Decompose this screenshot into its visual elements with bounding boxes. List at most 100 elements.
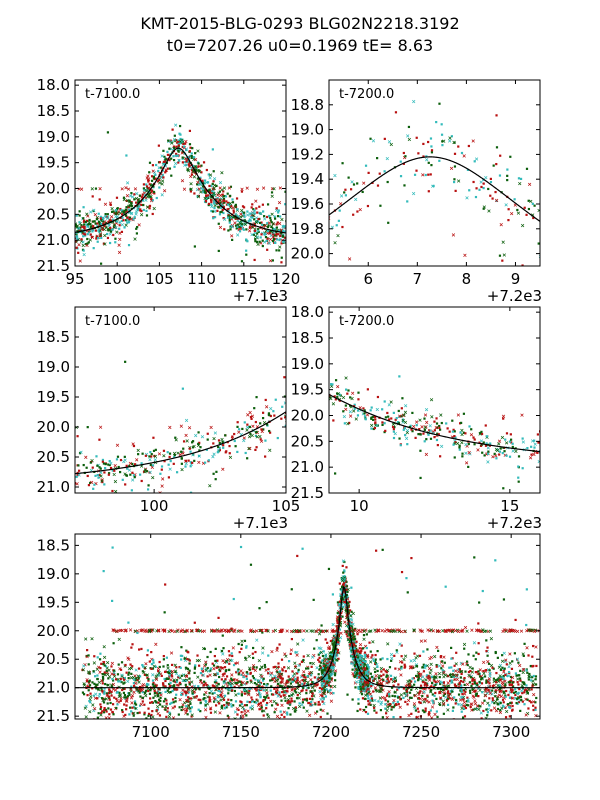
data-point bbox=[345, 632, 348, 636]
data-point bbox=[298, 680, 302, 684]
data-point bbox=[288, 228, 290, 230]
data-point bbox=[463, 707, 466, 711]
data-point bbox=[296, 642, 300, 646]
data-point bbox=[98, 231, 101, 234]
data-point bbox=[167, 687, 170, 690]
data-point bbox=[265, 703, 268, 707]
data-point bbox=[371, 654, 374, 657]
data-point bbox=[276, 694, 280, 698]
data-point bbox=[373, 698, 377, 703]
data-point bbox=[204, 663, 207, 666]
data-point bbox=[202, 161, 206, 164]
data-point bbox=[103, 687, 106, 690]
data-point bbox=[464, 451, 468, 455]
data-point bbox=[108, 696, 111, 700]
data-point bbox=[524, 713, 528, 717]
data-point bbox=[429, 398, 434, 402]
data-point bbox=[150, 189, 153, 192]
data-point bbox=[126, 697, 129, 700]
data-point bbox=[84, 234, 87, 237]
data-point bbox=[197, 454, 201, 458]
data-point bbox=[494, 689, 497, 692]
data-point bbox=[162, 700, 166, 703]
data-point bbox=[264, 688, 269, 692]
data-point bbox=[174, 687, 177, 690]
data-point bbox=[381, 695, 385, 700]
data-point bbox=[119, 699, 122, 702]
data-point bbox=[228, 654, 231, 657]
data-point bbox=[294, 665, 297, 668]
data-point bbox=[487, 187, 490, 191]
data-point bbox=[465, 723, 467, 725]
data-point bbox=[170, 174, 173, 177]
data-point bbox=[483, 699, 486, 702]
data-point bbox=[541, 237, 544, 240]
data-point bbox=[514, 697, 517, 700]
data-point bbox=[338, 603, 341, 606]
data-point bbox=[259, 701, 262, 704]
data-point bbox=[98, 233, 103, 237]
data-point bbox=[452, 428, 455, 431]
data-point bbox=[141, 700, 144, 703]
data-point bbox=[139, 209, 142, 212]
data-point bbox=[477, 652, 480, 656]
panel-5: 7100 7150 7200 7250 730018.519.019.520.020.5… bbox=[37, 533, 541, 741]
data-point bbox=[187, 700, 190, 703]
data-point bbox=[191, 446, 195, 449]
data-point bbox=[278, 186, 282, 190]
data-point bbox=[237, 642, 240, 646]
data-point bbox=[308, 701, 311, 705]
data-point bbox=[275, 691, 278, 695]
data-point bbox=[362, 664, 365, 667]
data-point bbox=[84, 220, 87, 224]
data-point bbox=[349, 396, 352, 399]
data-point bbox=[180, 462, 183, 465]
data-point bbox=[109, 215, 114, 219]
data-point bbox=[281, 235, 285, 238]
data-point bbox=[404, 693, 408, 697]
data-point bbox=[171, 128, 174, 131]
data-point bbox=[96, 697, 99, 700]
data-point bbox=[125, 194, 130, 198]
data-point bbox=[345, 566, 348, 569]
data-point bbox=[380, 674, 383, 678]
data-point bbox=[265, 684, 268, 687]
data-point bbox=[241, 223, 244, 226]
y-tick-label: 18.5 bbox=[37, 328, 70, 346]
data-point bbox=[510, 441, 513, 444]
data-point bbox=[400, 655, 403, 658]
data-point bbox=[509, 438, 513, 441]
data-point bbox=[341, 395, 346, 400]
data-point bbox=[218, 186, 222, 190]
data-point bbox=[110, 206, 114, 211]
data-point bbox=[269, 230, 272, 233]
y-tick-label: 19.0 bbox=[37, 128, 70, 146]
data-point bbox=[486, 660, 490, 664]
data-point bbox=[150, 453, 153, 456]
data-point bbox=[251, 700, 255, 703]
data-point bbox=[113, 688, 118, 692]
data-point bbox=[263, 698, 267, 701]
data-point bbox=[238, 680, 241, 683]
data-point bbox=[230, 685, 233, 688]
data-point bbox=[102, 663, 105, 666]
data-point bbox=[385, 712, 388, 715]
data-point bbox=[288, 700, 292, 704]
data-point bbox=[263, 224, 267, 228]
data-point bbox=[177, 684, 180, 687]
data-point bbox=[258, 685, 261, 688]
data-point bbox=[103, 673, 107, 677]
data-point bbox=[164, 685, 167, 688]
data-point bbox=[224, 195, 228, 198]
data-point bbox=[305, 709, 309, 713]
data-point bbox=[385, 705, 390, 709]
data-point bbox=[138, 711, 141, 714]
data-point bbox=[450, 646, 453, 649]
data-point bbox=[128, 204, 131, 208]
data-point bbox=[161, 173, 164, 176]
data-point bbox=[455, 441, 460, 446]
data-point bbox=[257, 689, 260, 692]
data-point bbox=[271, 227, 275, 230]
data-point bbox=[519, 677, 522, 680]
data-point bbox=[107, 223, 111, 228]
